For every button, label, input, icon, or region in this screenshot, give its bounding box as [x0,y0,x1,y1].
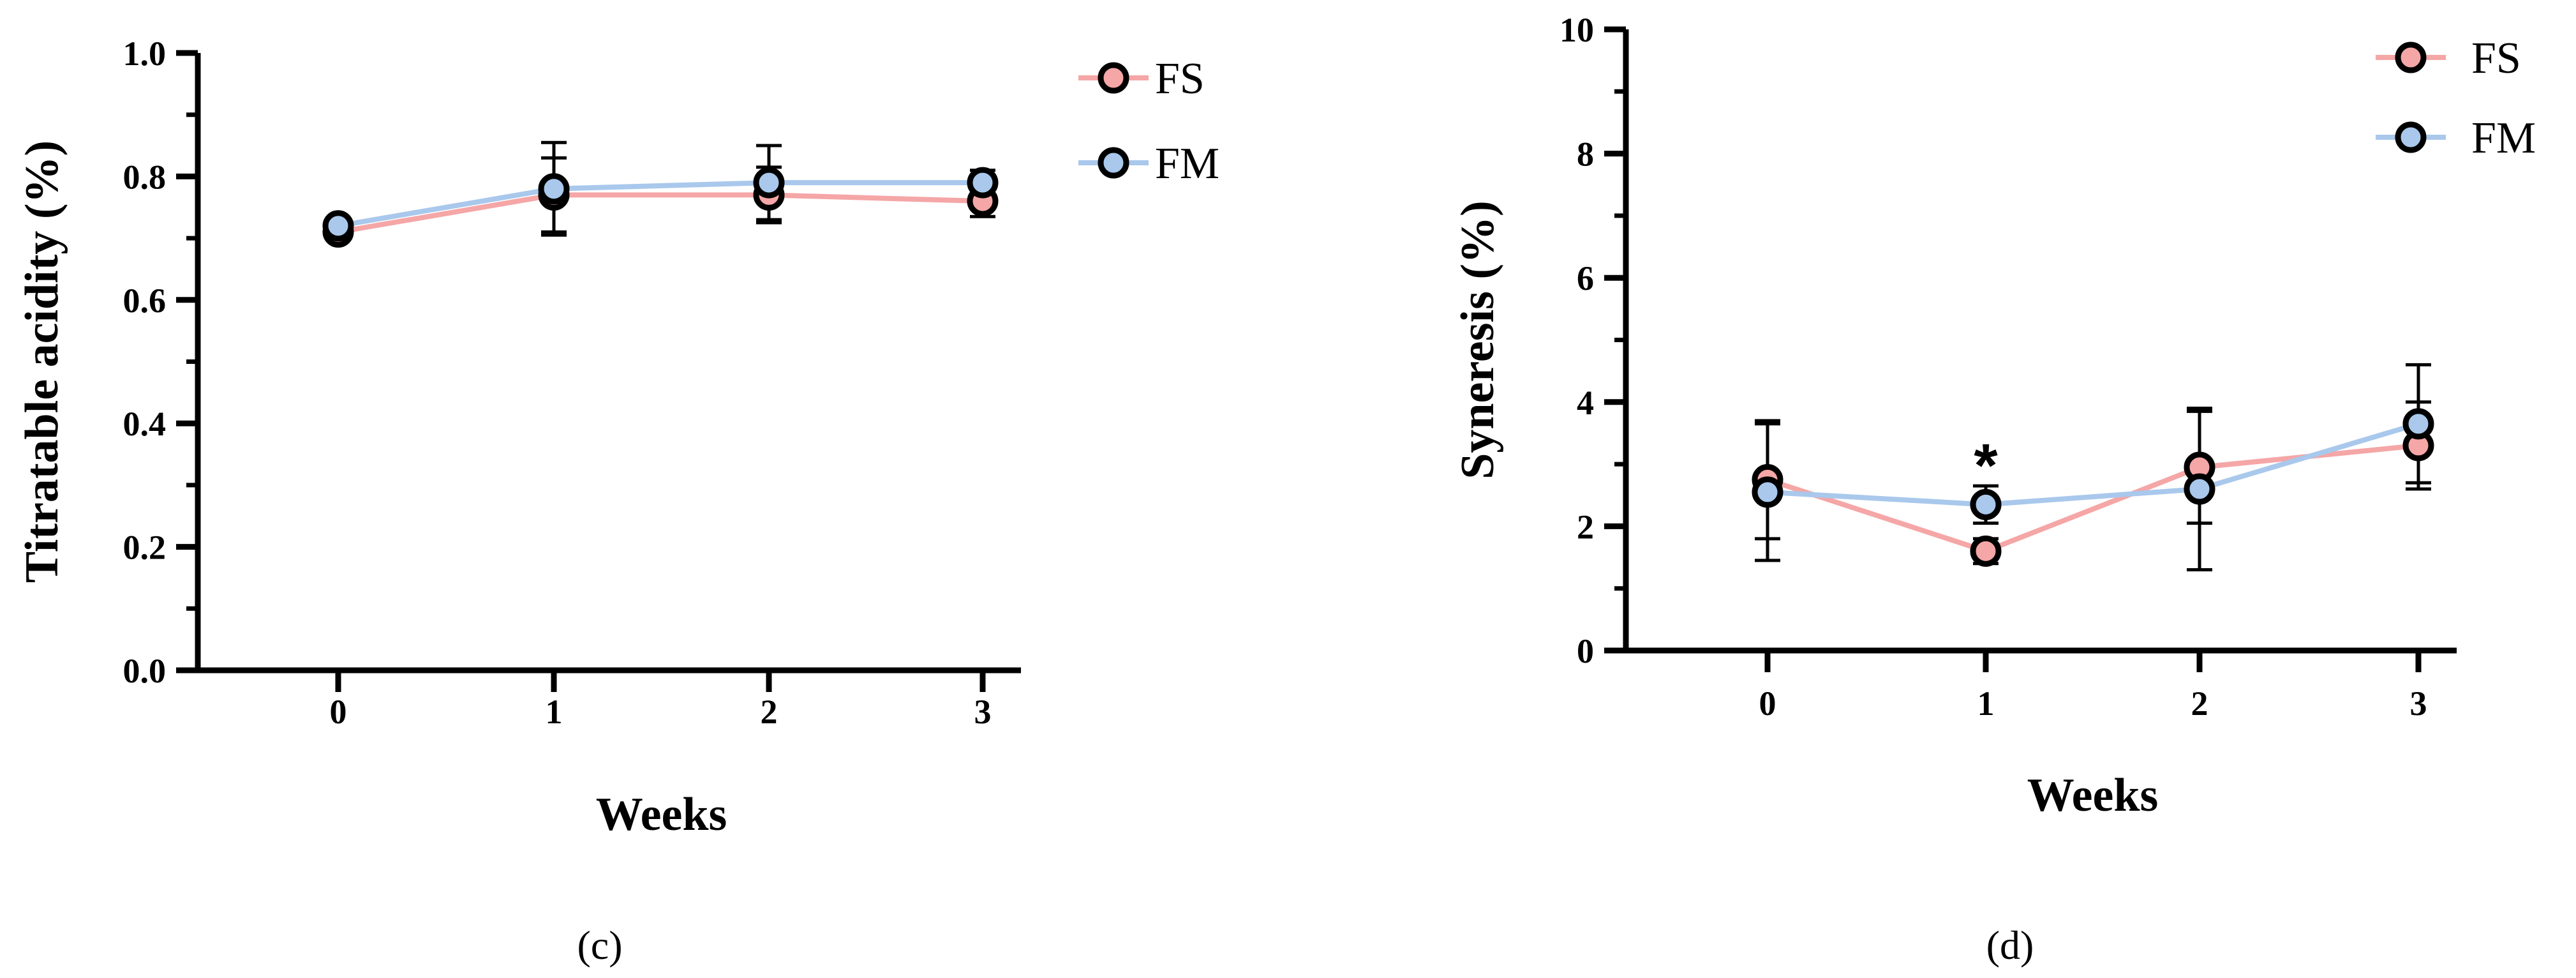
y-tick-label: 0 [1577,632,1594,670]
x-tick-label: 0 [1759,684,1776,723]
y-tick-label: 6 [1577,259,1594,297]
y-axis-title: Syneresis (%) [1452,200,1504,479]
legend-marker [1098,147,1129,179]
data-point-fm [753,167,785,199]
y-tick-label: 0.4 [123,405,167,443]
y-tick-label: 0.6 [123,282,167,320]
y-axis-title: Titratable acidity (%) [16,140,68,583]
chart-panel-d: 0 2 4 6 8 10 0 1 2 3 Syneresis (%) Weeks (d) * FS FM [1452,11,2536,968]
data-point-fm [2184,473,2215,505]
x-tick-label: 3 [2410,684,2427,723]
x-tick-label: 2 [761,693,778,731]
series-line-fm [1767,421,2420,508]
legend-marker [2395,41,2427,73]
data-point-fm [322,210,354,242]
data-point-fm [2402,408,2434,440]
legend-marker [2395,121,2427,153]
x-axis-title: Weeks [596,788,727,841]
data-point-fm [1752,476,1783,508]
data-point-fm [538,173,570,205]
legend-label: FM [2471,114,2536,163]
series-line-fs [338,192,983,235]
x-tick-label: 2 [2191,684,2208,723]
x-tick-label: 1 [1977,684,1995,723]
y-tick-label: 0.0 [123,652,167,690]
legend-label: FS [1155,54,1205,103]
legend-item-fm: FM [2376,114,2536,163]
panel-label: (d) [1986,922,2034,968]
y-tick-label: 4 [1577,384,1594,422]
chart-panel-c: 0.0 0.2 0.4 0.6 0.8 1.0 0 1 2 3 Titratable acidity… [16,34,1219,968]
y-tick-label: 1.0 [123,34,167,73]
y-tick-label: 8 [1577,135,1594,174]
y-tick-label: 2 [1577,508,1594,546]
legend-item-fs: FS [2376,34,2521,83]
legend-label: FS [2471,34,2521,83]
y-tick-label: 0.8 [123,158,167,196]
x-tick-label: 3 [974,693,992,731]
panel-label: (c) [577,922,622,968]
x-tick-label: 1 [546,693,563,731]
data-point-fs [1970,535,2002,567]
series-line-fm [338,180,983,229]
legend-label: FM [1155,139,1219,188]
legend-item-fm: FM [1078,139,1219,188]
legend-item-fs: FS [1078,54,1205,103]
y-tick-label: 10 [1560,11,1594,49]
data-point-fm [967,167,999,199]
x-axis-title: Weeks [2027,769,2159,822]
x-tick-label: 0 [330,693,347,731]
significance-asterisk: * [1974,432,1998,500]
legend-marker [1098,62,1129,94]
y-tick-label: 0.2 [123,529,167,567]
data-point-fm [1970,488,2002,520]
